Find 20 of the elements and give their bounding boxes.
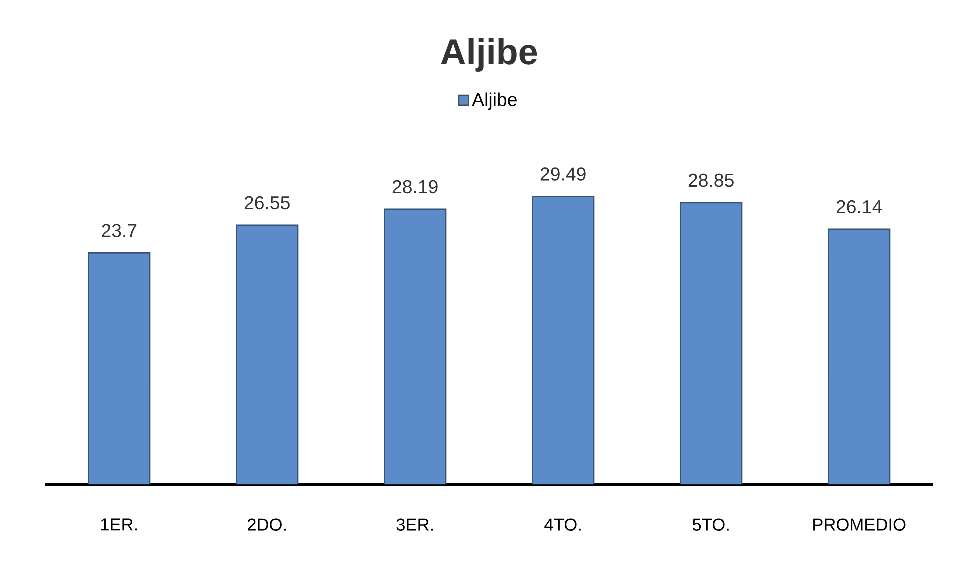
x-tick-label: 1ER. bbox=[101, 518, 138, 531]
data-label: 23.7 bbox=[102, 224, 137, 238]
x-tick-label: 4TO. bbox=[544, 518, 581, 531]
data-label: 26.14 bbox=[836, 200, 882, 214]
bar bbox=[828, 228, 891, 485]
data-label: 26.55 bbox=[244, 196, 290, 210]
bar bbox=[680, 202, 743, 485]
x-tick-label: PROMEDIO bbox=[814, 518, 906, 531]
bar bbox=[236, 224, 299, 485]
x-tick-label: 3ER. bbox=[396, 518, 434, 531]
data-label: 28.85 bbox=[688, 174, 734, 188]
data-label: 29.49 bbox=[540, 168, 586, 181]
bar bbox=[384, 208, 447, 485]
data-label: 28.19 bbox=[392, 180, 438, 194]
x-tick-label: 2DO. bbox=[248, 518, 286, 531]
bar bbox=[532, 196, 595, 485]
x-tick-label: 5TO. bbox=[692, 518, 729, 531]
chart-title: Aljibe bbox=[441, 38, 538, 72]
bar bbox=[88, 252, 151, 485]
legend-label: Aljibe bbox=[472, 92, 517, 110]
